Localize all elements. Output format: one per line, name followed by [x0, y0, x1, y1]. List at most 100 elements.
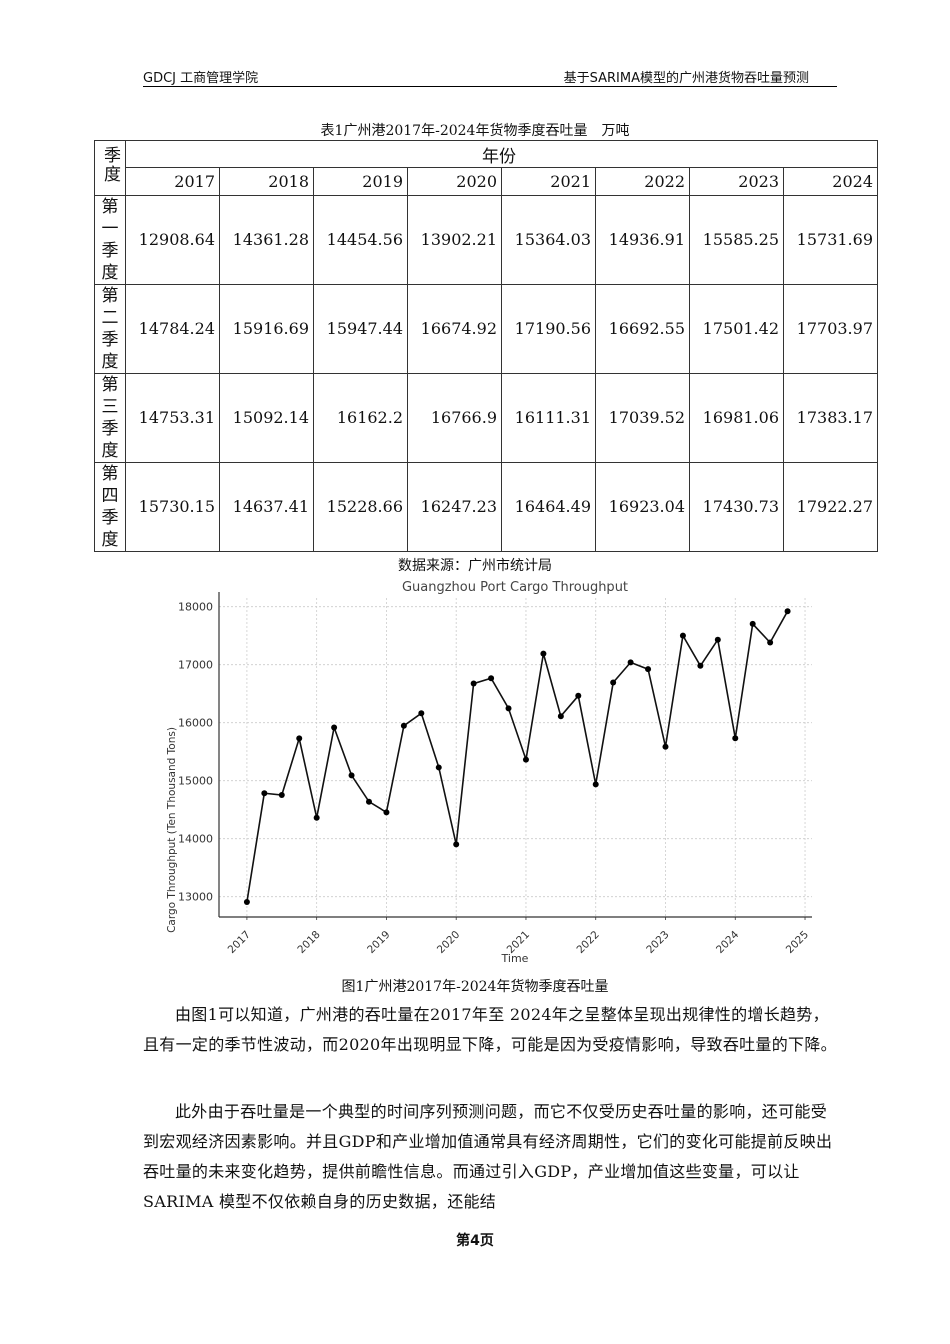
table-row: 第 四 季 度 15730.15 14637.41 15228.66 16247.23 1…	[94, 462, 878, 552]
year-header-2020: 2020	[407, 167, 502, 196]
header-title: 基于SARIMA模型的广州港货物吞吐量预测	[563, 71, 809, 86]
cell-value: 14784.24	[138, 319, 215, 338]
cell-value: 13902.21	[420, 230, 497, 249]
quarter-label: 第 二 季 度	[94, 284, 126, 374]
table-cell: 16981.06	[689, 373, 784, 463]
data-point	[313, 814, 320, 821]
chart-grid	[219, 598, 812, 917]
year-header-2018: 2018	[219, 167, 314, 196]
data-point	[767, 639, 774, 646]
table-cell: 14454.56	[313, 195, 408, 285]
cell-value: 17383.17	[796, 408, 873, 427]
table-cell: 15947.44	[313, 284, 408, 374]
y-tick-label: 13000	[178, 891, 213, 904]
table-cell: 15916.69	[219, 284, 314, 374]
cell-value: 14361.28	[232, 230, 309, 249]
cell-value: 17922.27	[796, 497, 873, 516]
data-point	[732, 735, 739, 742]
table-cell: 17383.17	[783, 373, 878, 463]
cell-value: 15228.66	[326, 497, 403, 516]
y-tick-label: 18000	[178, 601, 213, 614]
y-axis-label: Cargo Throughput (Ten Thousand Tons)	[166, 727, 178, 933]
cell-value: 15731.69	[796, 230, 873, 249]
table-cell: 14753.31	[125, 373, 220, 463]
table-cell: 15730.15	[125, 462, 220, 552]
throughput-line-chart: Guangzhou Port Cargo Throughput 13000 140…	[166, 580, 812, 965]
table-cell: 14784.24	[125, 284, 220, 374]
data-point	[749, 620, 756, 627]
table-cell: 14637.41	[219, 462, 314, 552]
data-point	[627, 659, 634, 666]
year-header-2022: 2022	[595, 167, 690, 196]
cell-value: 17430.73	[702, 497, 779, 516]
table-cell: 14361.28	[219, 195, 314, 285]
x-tick-label: 2018	[295, 929, 322, 956]
chart-series	[243, 608, 791, 905]
table-cell: 14936.91	[595, 195, 690, 285]
cell-value: 17501.42	[702, 319, 779, 338]
table-cell: 15731.69	[783, 195, 878, 285]
cell-value: 15947.44	[326, 319, 403, 338]
year-header-2019: 2019	[313, 167, 408, 196]
data-point	[592, 781, 599, 788]
x-tick-label: 2024	[714, 928, 742, 956]
body-paragraph-1: 由图1可以知道，广州港的吞吐量在2017年至 2024年之呈整体呈现出规律性的增…	[143, 1005, 837, 1054]
x-tick-label: 2020	[435, 929, 462, 956]
cell-value: 14454.56	[326, 230, 403, 249]
x-tick-label: 2023	[644, 929, 671, 956]
data-point	[365, 798, 372, 805]
cell-value: 16464.49	[514, 497, 591, 516]
header-institution: GDCJ 工商管理学院	[143, 71, 259, 86]
cell-value: 16111.31	[514, 408, 591, 427]
cell-value: 15092.14	[232, 408, 309, 427]
data-point	[243, 898, 250, 905]
page-number: 第4页	[456, 1233, 494, 1249]
quarter-label: 第 一 季 度	[94, 195, 126, 285]
table-cell: 17703.97	[783, 284, 878, 374]
cell-value: 16692.55	[608, 319, 685, 338]
throughput-line	[246, 610, 789, 903]
year-group-header: 年份	[125, 140, 878, 168]
table-cell: 17039.52	[595, 373, 690, 463]
cell-value: 15730.15	[138, 497, 215, 516]
x-axis-label: Time	[501, 952, 529, 965]
table-cell: 16111.31	[501, 373, 596, 463]
table-cell: 16692.55	[595, 284, 690, 374]
chart-title: Guangzhou Port Cargo Throughput	[402, 580, 628, 595]
table-row: 第 三 季 度 14753.31 15092.14 16162.2 16766.9 161…	[94, 373, 878, 463]
cell-value: 17703.97	[796, 319, 873, 338]
data-point	[645, 666, 652, 673]
data-point	[522, 756, 529, 763]
cell-value: 12908.64	[138, 230, 215, 249]
table-cell: 13902.21	[407, 195, 502, 285]
table-caption: 表1广州港2017年-2024年货物季度吞吐量 万吨	[320, 123, 630, 139]
table-cell: 17190.56	[501, 284, 596, 374]
data-point	[348, 772, 355, 779]
table-source: 数据来源：广州市统计局	[398, 558, 552, 574]
chart-axes: 13000 14000 15000 16000 17000 18000 2017 2018 20…	[178, 592, 812, 956]
table-cell: 12908.64	[125, 195, 220, 285]
data-point	[296, 735, 303, 742]
cell-value: 16981.06	[702, 408, 779, 427]
cell-value: 15585.25	[702, 230, 779, 249]
table-cell: 16162.2	[313, 373, 408, 463]
table-cell: 15364.03	[501, 195, 596, 285]
data-point	[400, 722, 407, 729]
year-header-2023: 2023	[689, 167, 784, 196]
x-tick-label: 2019	[365, 929, 392, 956]
data-point	[470, 680, 477, 687]
data-point	[540, 650, 547, 657]
data-point	[488, 675, 495, 682]
cell-value: 16766.9	[430, 408, 497, 427]
data-point	[435, 764, 442, 771]
page-header: GDCJ 工商管理学院 基于SARIMA模型的广州港货物吞吐量预测	[143, 66, 837, 87]
throughput-table: 季度 年份 2017 2018 2019 2020 2021 2022 2023 2024 第…	[94, 140, 878, 552]
table-cell: 15092.14	[219, 373, 314, 463]
cell-value: 15364.03	[514, 230, 591, 249]
y-tick-label: 14000	[178, 833, 213, 846]
cell-value: 16247.23	[420, 497, 497, 516]
x-tick-label: 2017	[226, 929, 253, 956]
table-cell: 16464.49	[501, 462, 596, 552]
cell-value: 14936.91	[608, 230, 685, 249]
year-header-2017: 2017	[125, 167, 220, 196]
